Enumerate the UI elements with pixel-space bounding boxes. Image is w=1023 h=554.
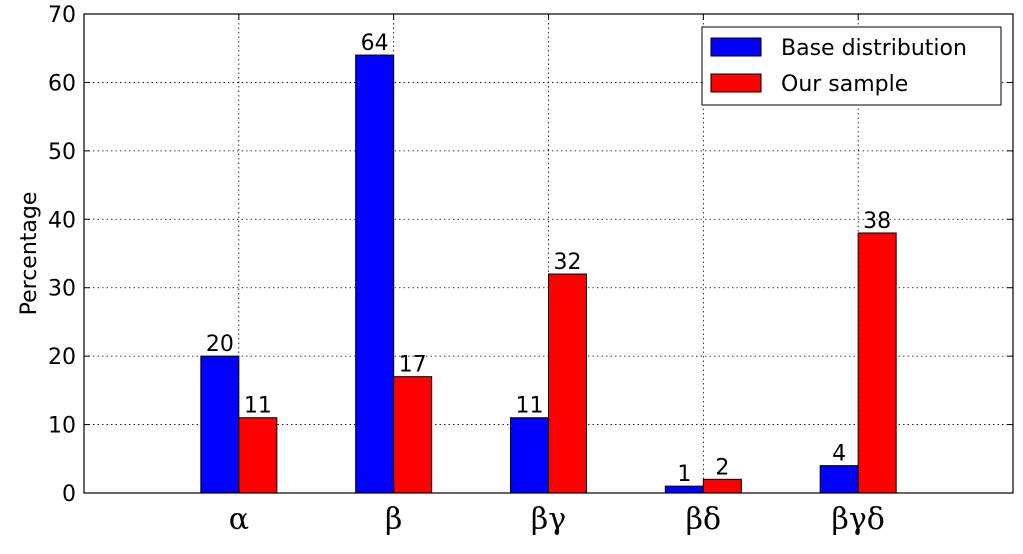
bar bbox=[393, 376, 433, 494]
bar bbox=[510, 417, 549, 494]
bar bbox=[355, 54, 395, 494]
legend-label-base: Base distribution bbox=[781, 36, 967, 61]
bar bbox=[548, 273, 587, 494]
x-category-label: βγ bbox=[531, 502, 566, 537]
bar bbox=[200, 355, 240, 494]
y-tick-label: 70 bbox=[48, 3, 76, 28]
x-category-label: βδ bbox=[686, 502, 721, 537]
bar-value-label: 20 bbox=[206, 332, 234, 357]
x-category-label: βγδ bbox=[831, 502, 884, 537]
y-tick-label: 0 bbox=[62, 482, 76, 507]
x-category-label: α bbox=[229, 502, 249, 537]
y-tick-label: 20 bbox=[48, 345, 76, 370]
bar bbox=[857, 232, 897, 494]
y-tick-label: 50 bbox=[48, 140, 76, 165]
bar-value-label: 17 bbox=[399, 353, 427, 378]
x-category-label: β bbox=[385, 502, 402, 537]
y-tick-label: 40 bbox=[48, 208, 76, 233]
bar bbox=[664, 485, 704, 494]
y-axis-label: Percentage bbox=[17, 192, 42, 316]
bar-value-label: 38 bbox=[863, 209, 891, 234]
bar-value-label: 11 bbox=[516, 394, 544, 419]
legend: Base distribution Our sample bbox=[701, 26, 1002, 106]
y-tick-label: 30 bbox=[48, 277, 76, 302]
legend-label-sample: Our sample bbox=[781, 72, 908, 97]
bar bbox=[702, 478, 742, 494]
bar-value-label: 64 bbox=[361, 31, 389, 56]
bar-value-label: 4 bbox=[832, 442, 846, 467]
axis-ticks: 0 10 20 30 40 50 60 70 α β βγ βδ βγδ bbox=[48, 3, 1013, 537]
bar-value-label: 1 bbox=[677, 462, 691, 487]
bar-value-label: 2 bbox=[715, 455, 729, 480]
bar-value-label: 11 bbox=[244, 394, 272, 419]
y-tick-label: 10 bbox=[48, 414, 76, 439]
bar-value-label: 32 bbox=[554, 250, 582, 275]
legend-swatch-sample bbox=[710, 73, 762, 93]
legend-swatch-base bbox=[710, 37, 762, 57]
y-tick-label: 60 bbox=[48, 71, 76, 96]
bar bbox=[819, 465, 859, 494]
bars bbox=[200, 54, 897, 494]
bar bbox=[238, 417, 278, 494]
